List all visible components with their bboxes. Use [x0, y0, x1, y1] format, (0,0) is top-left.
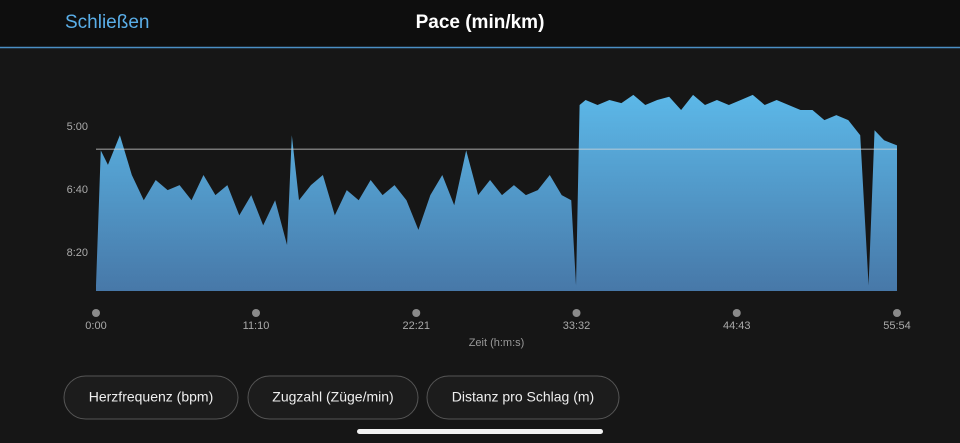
pace-area: [96, 94, 897, 292]
x-tick-dot: [412, 309, 421, 317]
y-tick-label: 5:00: [67, 121, 88, 133]
x-tick-dot: [893, 309, 901, 317]
metric-button-label[interactable]: Herzfrequenz (bpm): [89, 389, 214, 405]
plot: 5:00 6:40 8:20 0:00 11:10 22:21 33:32 44:43 55:5…: [67, 94, 911, 349]
home-indicator: [357, 429, 603, 434]
metric-button[interactable]: [247, 375, 419, 420]
y-tick-label: 6:40: [67, 184, 88, 196]
buttons: Herzfrequenz (bpm) Zugzahl (Züge/min) Dist…: [63, 375, 620, 420]
x-tick-label: 0:00: [85, 320, 106, 332]
x-tick-label: 11:10: [243, 320, 270, 332]
x-tick-dot: [252, 309, 261, 317]
close-button[interactable]: Schließen: [65, 12, 150, 33]
x-tick-label: 22:21: [402, 320, 430, 332]
metric-button-label[interactable]: Zugzahl (Züge/min): [272, 389, 393, 405]
x-tick-label: 44:43: [723, 320, 751, 332]
metric-button[interactable]: [63, 375, 239, 420]
x-tick-dot: [732, 309, 741, 317]
x-tick-label: 55:54: [883, 320, 911, 332]
x-axis-label: Zeit (h:m:s): [469, 337, 525, 349]
screen-title: Pace (min/km): [416, 12, 545, 33]
metric-button-label[interactable]: Distanz pro Schlag (m): [452, 389, 594, 405]
y-tick-label: 8:20: [67, 247, 88, 259]
x-tick-dot: [572, 309, 581, 317]
x-tick-label: 33:32: [563, 320, 591, 332]
x-tick-dot: [92, 309, 100, 317]
metric-button[interactable]: [426, 375, 620, 420]
header-bar: [0, 0, 960, 47]
